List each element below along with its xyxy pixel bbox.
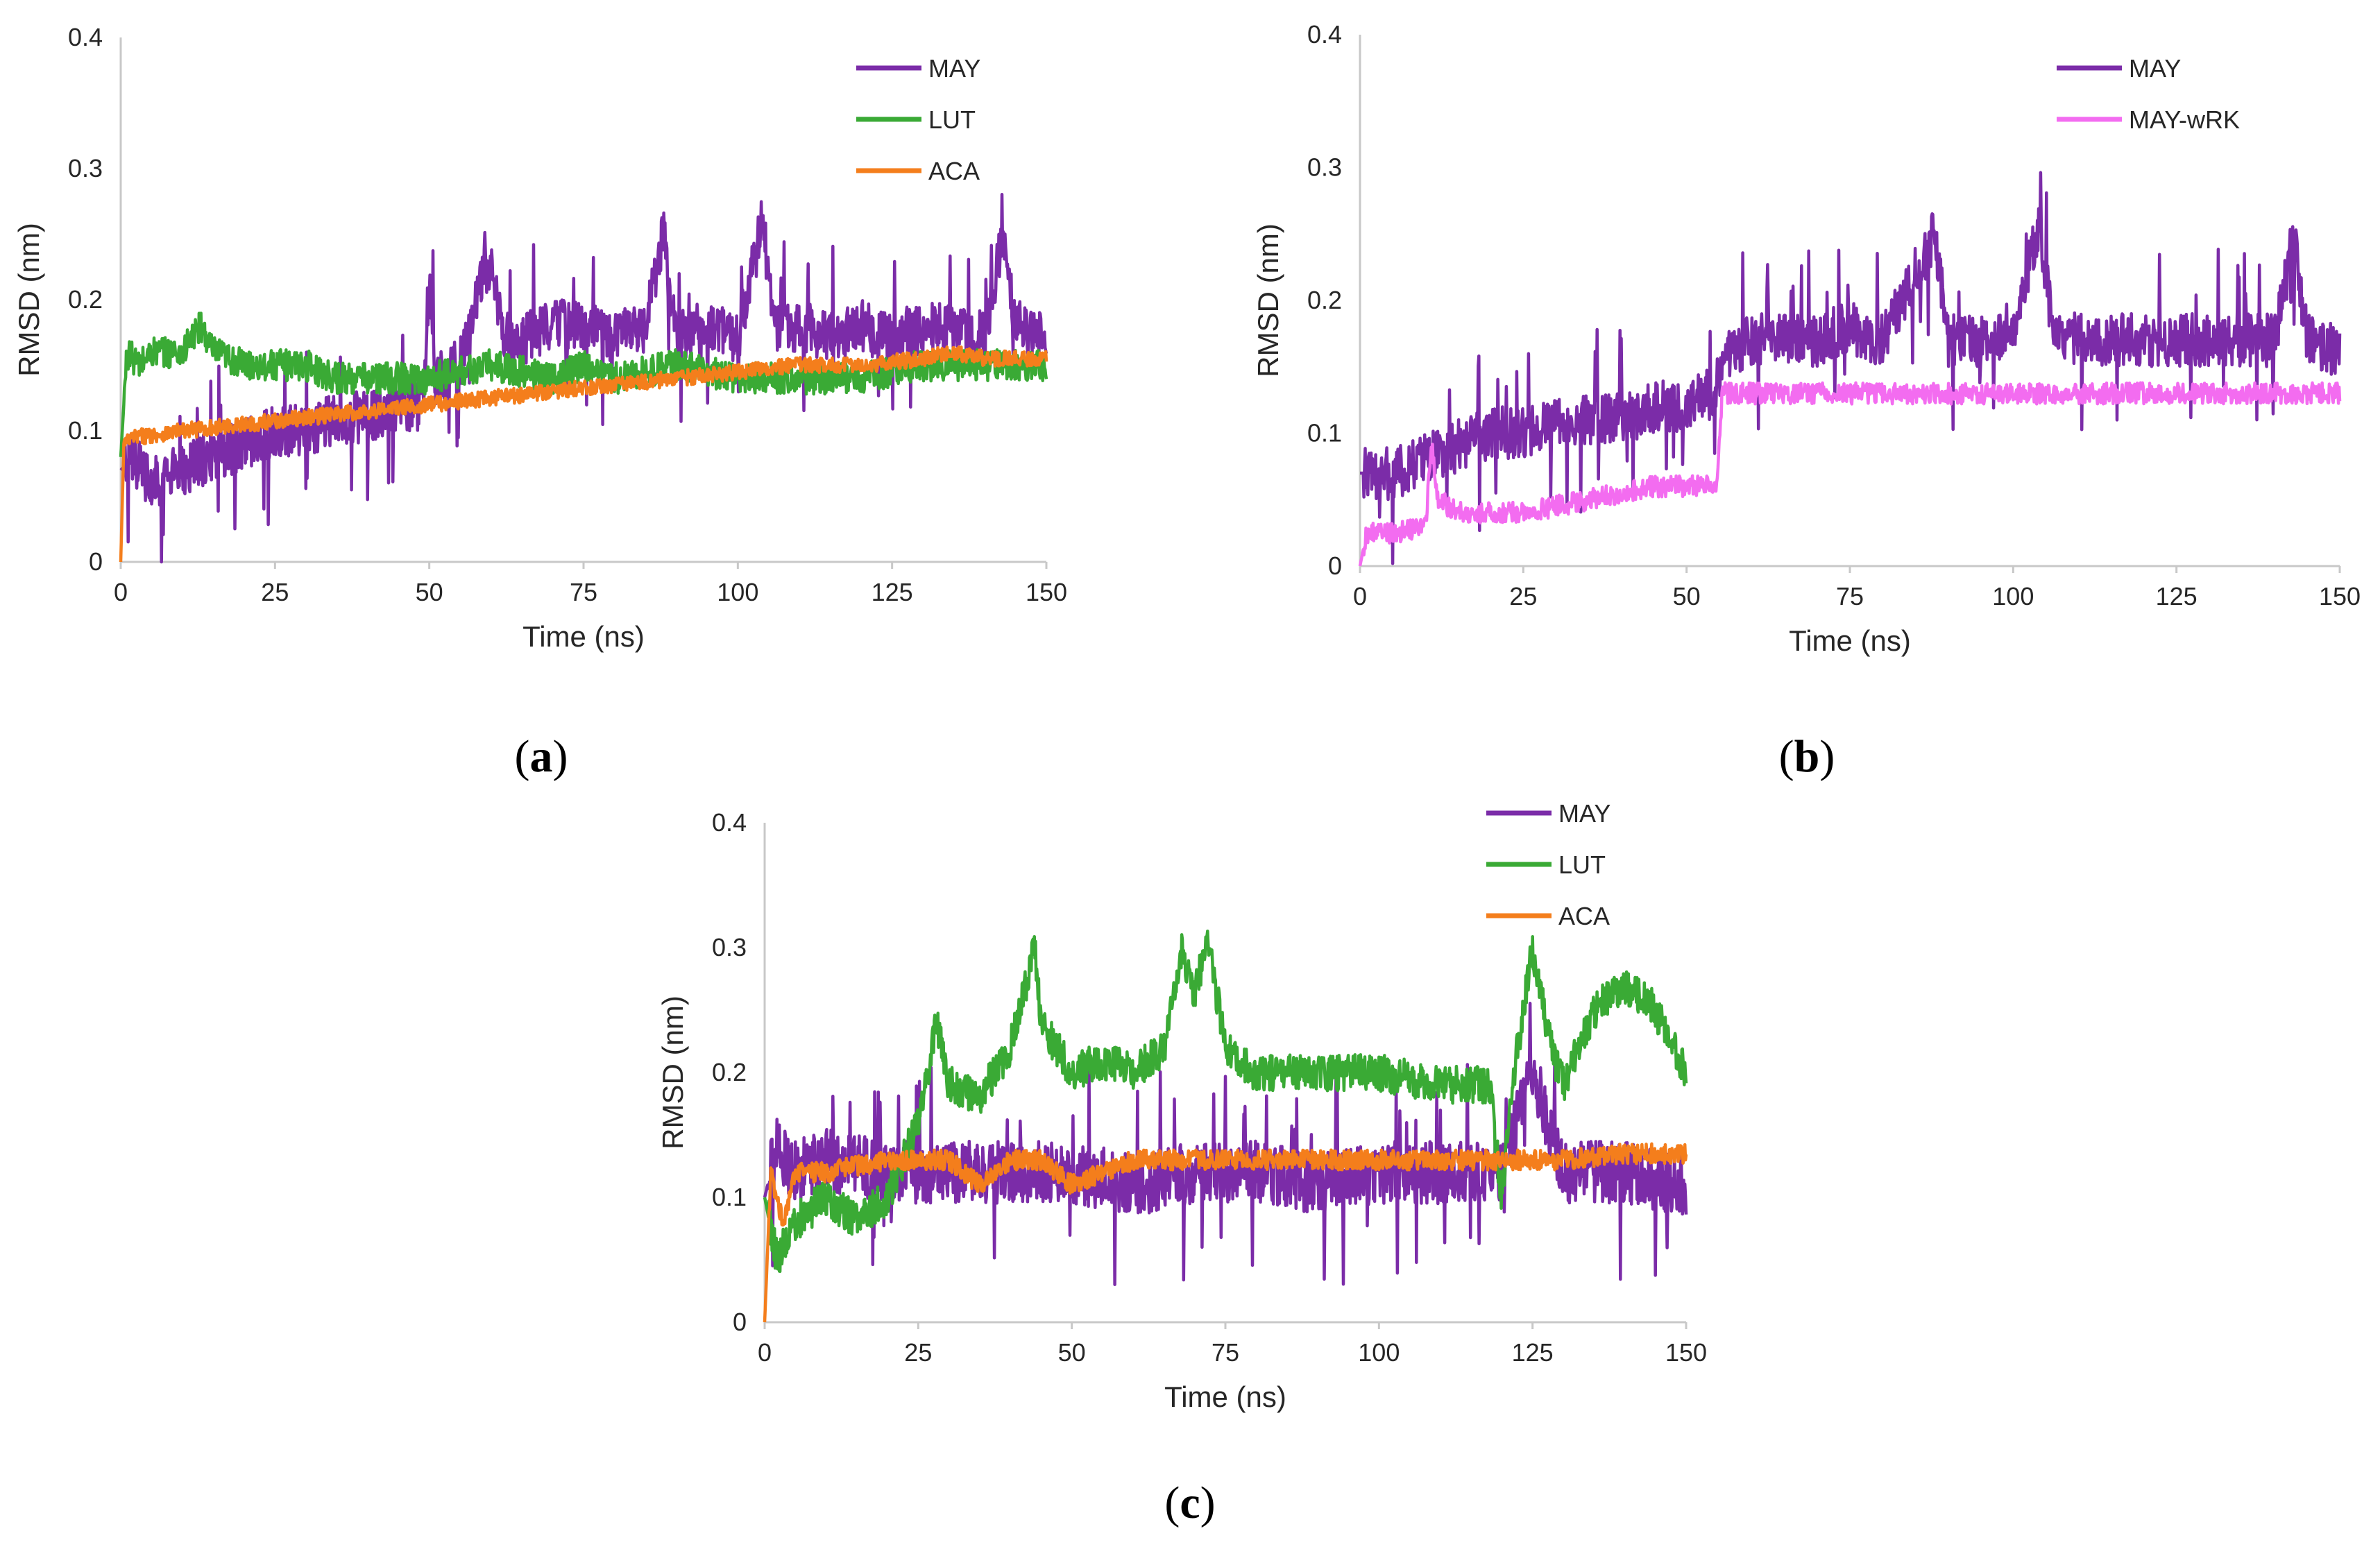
- legend-label-may: MAY: [928, 54, 980, 83]
- panel-letter: a: [530, 731, 553, 782]
- x-axis-label: Time (ns): [522, 620, 645, 653]
- panel-label: (a): [515, 731, 568, 782]
- x-tick-label: 50: [1058, 1338, 1086, 1367]
- series-line-may: [763, 1002, 1688, 1286]
- panel-label: (b): [1779, 731, 1835, 782]
- y-tick-label: 0.4: [712, 808, 747, 837]
- legend-label-may: MAY: [2129, 54, 2181, 83]
- chart-panel-b: 0 25 50 75 100 125 150 0 0.1 0.2 0.3 0.4 Time (ns) RM…: [1252, 20, 2361, 782]
- x-tick-label: 75: [1836, 582, 1864, 610]
- chart-panel-a: 0 25 50 75 100 125 150 0 0.1 0.2 0.3 0.4 Time (ns) RM…: [12, 23, 1067, 782]
- x-tick-label: 125: [872, 578, 913, 606]
- series-line-may-wrk: [1358, 381, 2342, 567]
- legend-label-aca: ACA: [1558, 902, 1610, 930]
- y-tick-label: 0.2: [1307, 286, 1342, 314]
- y-tick-label: 0.1: [712, 1183, 747, 1211]
- x-axis-label: Time (ns): [1164, 1381, 1286, 1413]
- legend-label-lut: LUT: [1558, 851, 1606, 879]
- y-tick-label: 0.2: [712, 1058, 747, 1086]
- y-tick-label: 0.3: [712, 933, 747, 961]
- y-tick-label: 0: [89, 547, 103, 576]
- y-axis-label: RMSD (nm): [656, 995, 689, 1149]
- y-tick-label: 0.1: [68, 416, 103, 445]
- panel-label: (c): [1164, 1478, 1215, 1528]
- panel-letter: b: [1794, 731, 1820, 782]
- y-tick-label: 0: [733, 1308, 747, 1336]
- x-tick-label: 100: [1358, 1338, 1400, 1367]
- panel-letter: c: [1180, 1478, 1200, 1528]
- y-tick-label: 0: [1328, 552, 1342, 580]
- x-tick-label: 25: [261, 578, 289, 606]
- x-tick-label: 150: [2319, 582, 2361, 610]
- y-tick-label: 0.1: [1307, 419, 1342, 447]
- y-axis-label: RMSD (nm): [12, 223, 45, 377]
- y-axis-label: RMSD (nm): [1252, 223, 1284, 377]
- x-tick-label: 75: [570, 578, 597, 606]
- chart-panel-c: 0 25 50 75 100 125 150 0 0.1 0.2 0.3 0.4 Time (ns) RM…: [656, 799, 1707, 1528]
- x-tick-label: 50: [1673, 582, 1701, 610]
- y-tick-label: 0.2: [68, 285, 103, 314]
- x-tick-label: 0: [1353, 582, 1367, 610]
- series-line-aca: [119, 345, 1048, 563]
- legend-label-may-wrk: MAY-wRK: [2129, 105, 2240, 134]
- x-tick-label: 0: [758, 1338, 772, 1367]
- x-tick-label: 100: [717, 578, 758, 606]
- x-tick-label: 0: [114, 578, 128, 606]
- legend-label-lut: LUT: [928, 105, 976, 134]
- series-line-lut: [119, 311, 1048, 457]
- series-line-aca: [763, 1142, 1688, 1323]
- series-line-may: [1359, 171, 2342, 565]
- x-tick-label: 100: [1992, 582, 2034, 610]
- x-tick-label: 150: [1665, 1338, 1707, 1367]
- x-axis-label: Time (ns): [1789, 624, 1911, 657]
- x-tick-label: 150: [1026, 578, 1067, 606]
- y-tick-label: 0.4: [1307, 20, 1342, 49]
- x-tick-label: 50: [416, 578, 443, 606]
- x-tick-label: 25: [904, 1338, 932, 1367]
- x-tick-label: 75: [1212, 1338, 1239, 1367]
- y-tick-label: 0.4: [68, 23, 103, 51]
- y-tick-label: 0.3: [68, 154, 103, 182]
- x-tick-label: 125: [2156, 582, 2198, 610]
- x-tick-label: 125: [1512, 1338, 1554, 1367]
- legend-label-may: MAY: [1558, 799, 1610, 828]
- x-tick-label: 25: [1509, 582, 1537, 610]
- y-tick-label: 0.3: [1307, 153, 1342, 182]
- legend-label-aca: ACA: [928, 157, 980, 185]
- series-line-lut: [763, 929, 1688, 1274]
